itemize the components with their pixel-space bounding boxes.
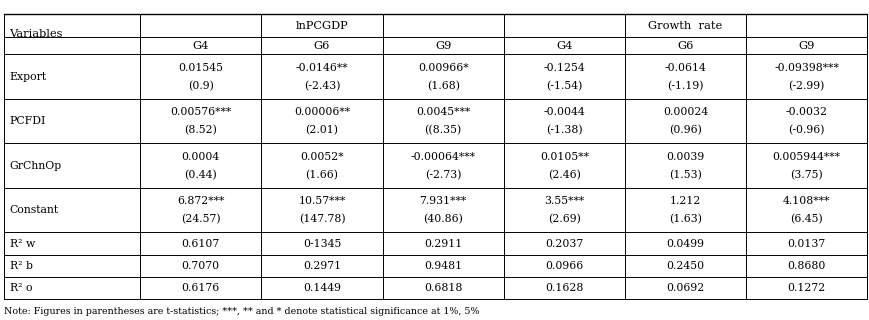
Text: 0.01545: 0.01545 xyxy=(178,63,223,73)
Text: G9: G9 xyxy=(435,41,451,51)
Text: Variables: Variables xyxy=(10,29,63,39)
Text: 0.1272: 0.1272 xyxy=(787,283,826,293)
Text: (1.63): (1.63) xyxy=(669,214,702,224)
Text: (-2.73): (-2.73) xyxy=(425,170,461,180)
Text: ((8.35): ((8.35) xyxy=(425,125,461,135)
Text: 0.00006**: 0.00006** xyxy=(294,107,350,117)
Text: G6: G6 xyxy=(314,41,330,51)
Text: (8.52): (8.52) xyxy=(184,125,217,135)
Text: Note: Figures in parentheses are t-statistics; ***, ** and * denote statistical : Note: Figures in parentheses are t-stati… xyxy=(4,307,480,316)
Text: 1.212: 1.212 xyxy=(670,196,701,206)
Text: PCFDI: PCFDI xyxy=(10,116,46,126)
Text: G4: G4 xyxy=(556,41,573,51)
Text: G4: G4 xyxy=(193,41,209,51)
Text: 0.005944***: 0.005944*** xyxy=(773,152,840,162)
Text: Export: Export xyxy=(10,72,47,82)
Text: 0.0137: 0.0137 xyxy=(787,239,826,249)
Text: 3.55***: 3.55*** xyxy=(544,196,585,206)
Text: 0.00576***: 0.00576*** xyxy=(170,107,231,117)
Text: (1.68): (1.68) xyxy=(427,80,460,91)
Text: (147.78): (147.78) xyxy=(299,214,345,224)
Text: 0.2971: 0.2971 xyxy=(303,261,341,271)
Text: -0.09398***: -0.09398*** xyxy=(774,63,839,73)
Text: 0.8680: 0.8680 xyxy=(787,261,826,271)
Text: (-0.96): (-0.96) xyxy=(788,125,825,135)
Text: (1.53): (1.53) xyxy=(669,170,702,180)
Text: 7.931***: 7.931*** xyxy=(420,196,467,206)
Text: (0.96): (0.96) xyxy=(669,125,702,135)
Text: 0.6818: 0.6818 xyxy=(424,283,462,293)
Text: -0.0032: -0.0032 xyxy=(786,107,827,117)
Text: 0.7070: 0.7070 xyxy=(182,261,220,271)
Text: -0.1254: -0.1254 xyxy=(543,63,585,73)
Text: (0.44): (0.44) xyxy=(184,170,217,180)
Text: 0.0692: 0.0692 xyxy=(667,283,705,293)
Text: (-1.38): (-1.38) xyxy=(546,125,582,135)
Text: (1.66): (1.66) xyxy=(306,170,338,180)
Text: (-1.54): (-1.54) xyxy=(546,80,582,91)
Text: 0.2037: 0.2037 xyxy=(545,239,583,249)
Text: 0.00024: 0.00024 xyxy=(663,107,708,117)
Text: 0.1449: 0.1449 xyxy=(303,283,341,293)
Text: 0.00966*: 0.00966* xyxy=(418,63,468,73)
Text: 6.872***: 6.872*** xyxy=(177,196,224,206)
Text: 0.2911: 0.2911 xyxy=(424,239,462,249)
Text: (40.86): (40.86) xyxy=(423,214,463,224)
Text: 0.0499: 0.0499 xyxy=(667,239,705,249)
Text: (6.45): (6.45) xyxy=(790,214,823,224)
Text: (-2.43): (-2.43) xyxy=(304,80,341,91)
Text: (-1.19): (-1.19) xyxy=(667,80,704,91)
Text: (2.69): (2.69) xyxy=(547,214,580,224)
Text: -0.0044: -0.0044 xyxy=(543,107,585,117)
Text: 0.9481: 0.9481 xyxy=(424,261,462,271)
Text: 10.57***: 10.57*** xyxy=(298,196,346,206)
Text: (3.75): (3.75) xyxy=(790,170,823,180)
Text: 4.108***: 4.108*** xyxy=(783,196,831,206)
Text: Constant: Constant xyxy=(10,205,59,215)
Text: -0.0146**: -0.0146** xyxy=(295,63,348,73)
Text: R² b: R² b xyxy=(10,261,32,271)
Text: (24.57): (24.57) xyxy=(181,214,221,224)
Text: 0.0045***: 0.0045*** xyxy=(416,107,470,117)
Text: 0-1345: 0-1345 xyxy=(302,239,342,249)
Text: 0.1628: 0.1628 xyxy=(545,283,583,293)
Text: lnPCGDP: lnPCGDP xyxy=(295,20,348,30)
Text: 0.2450: 0.2450 xyxy=(667,261,705,271)
Text: 0.0105**: 0.0105** xyxy=(540,152,589,162)
Text: (2.46): (2.46) xyxy=(547,170,580,180)
Text: 0.0004: 0.0004 xyxy=(182,152,220,162)
Text: R² o: R² o xyxy=(10,283,32,293)
Text: 0.6176: 0.6176 xyxy=(182,283,220,293)
Text: (-2.99): (-2.99) xyxy=(788,80,825,91)
Text: GrChnOp: GrChnOp xyxy=(10,161,62,171)
Text: 0.0052*: 0.0052* xyxy=(300,152,344,162)
Text: -0.00064***: -0.00064*** xyxy=(411,152,475,162)
Text: G6: G6 xyxy=(677,41,693,51)
Text: 0.0966: 0.0966 xyxy=(545,261,583,271)
Text: R² w: R² w xyxy=(10,239,35,249)
Text: 0.0039: 0.0039 xyxy=(667,152,705,162)
Text: 0.6107: 0.6107 xyxy=(182,239,220,249)
Text: Growth  rate: Growth rate xyxy=(648,20,723,30)
Text: (2.01): (2.01) xyxy=(306,125,338,135)
Text: (0.9): (0.9) xyxy=(188,80,214,91)
Text: -0.0614: -0.0614 xyxy=(665,63,706,73)
Text: G9: G9 xyxy=(799,41,815,51)
